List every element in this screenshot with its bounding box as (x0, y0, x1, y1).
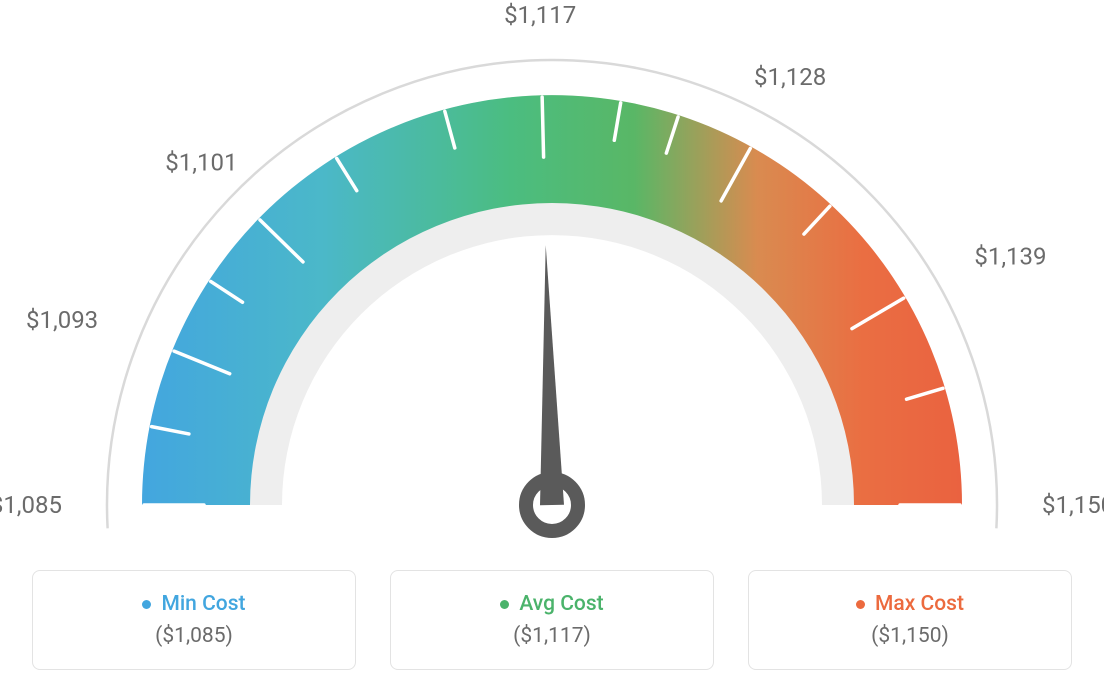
gauge-needle (540, 245, 564, 505)
card-max-value: ($1,150) (871, 624, 949, 648)
dot-max (856, 600, 865, 609)
dot-avg (500, 600, 509, 609)
summary-cards: Min Cost ($1,085) Avg Cost ($1,117) Max … (32, 570, 1072, 670)
gauge-tick-label: $1,093 (26, 306, 98, 334)
card-avg-header: Avg Cost (500, 592, 603, 616)
gauge-tick-label: $1,150 (1042, 491, 1104, 519)
card-min-cost: Min Cost ($1,085) (32, 570, 356, 670)
card-avg-value: ($1,117) (513, 624, 591, 648)
card-min-header: Min Cost (142, 592, 245, 616)
card-max-label: Max Cost (875, 592, 964, 616)
gauge-tick-label: $1,101 (165, 149, 237, 177)
card-avg-cost: Avg Cost ($1,117) (390, 570, 714, 670)
gauge-svg: $1,085 $1,093 $1,101 $1,117 $1,128 $1,139 $1,1… (0, 0, 1104, 560)
card-min-value: ($1,085) (155, 624, 233, 648)
gauge-tick-label: $1,128 (754, 63, 826, 91)
gauge-tick-label: $1,117 (504, 1, 576, 29)
card-min-label: Min Cost (161, 592, 245, 616)
card-avg-label: Avg Cost (519, 592, 603, 616)
card-max-header: Max Cost (856, 592, 964, 616)
gauge-box: $1,085 $1,093 $1,101 $1,117 $1,128 $1,139 $1,1… (0, 0, 1104, 560)
gauge-chart-container: $1,085 $1,093 $1,101 $1,117 $1,128 $1,139 $1,1… (0, 0, 1104, 690)
card-max-cost: Max Cost ($1,150) (748, 570, 1072, 670)
dot-min (142, 600, 151, 609)
gauge-tick (542, 97, 543, 157)
gauge-tick-label: $1,139 (974, 243, 1046, 271)
gauge-tick-label: $1,085 (0, 491, 62, 519)
